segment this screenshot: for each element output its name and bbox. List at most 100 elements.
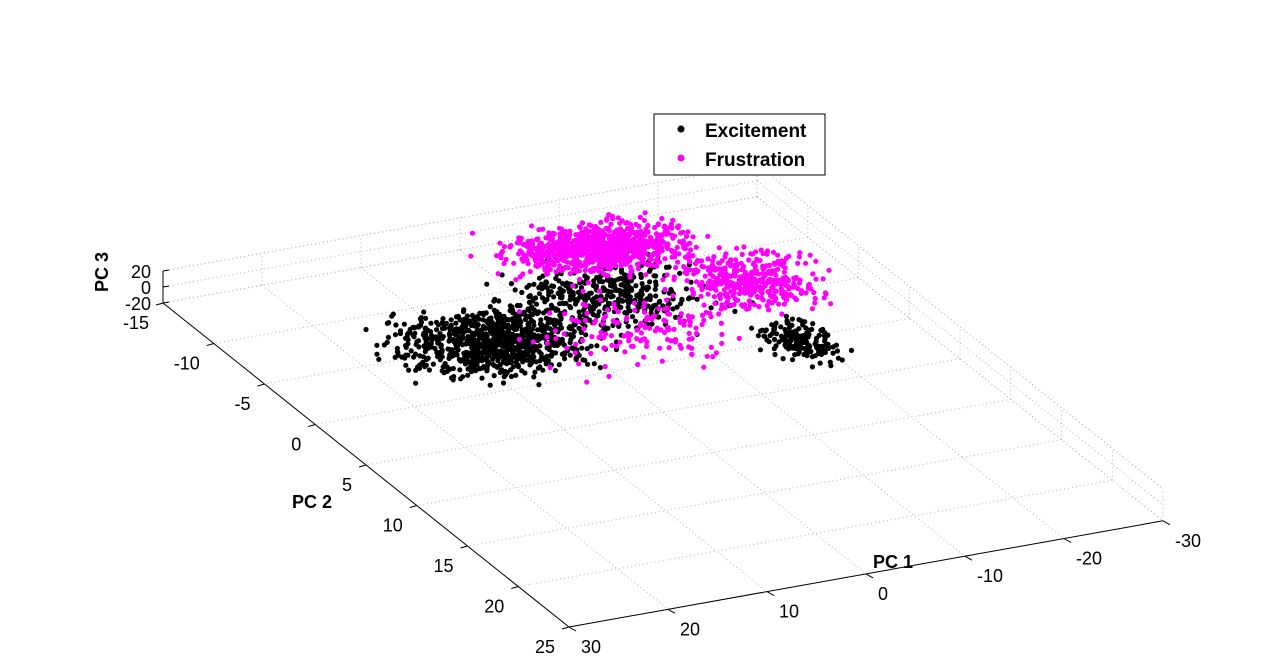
point-excitement (422, 344, 428, 350)
point-excitement (759, 327, 765, 333)
point-excitement (591, 361, 597, 367)
point-excitement (410, 332, 416, 338)
point-excitement (514, 326, 520, 332)
point-frustration (598, 329, 604, 335)
point-excitement (465, 350, 471, 356)
y-tick-mark (308, 424, 316, 427)
point-frustration (617, 249, 623, 255)
point-frustration (641, 300, 647, 306)
point-frustration (532, 252, 538, 258)
point-excitement (470, 343, 476, 349)
point-frustration (659, 248, 665, 254)
point-excitement (405, 341, 411, 347)
y-tick-mark (409, 505, 417, 508)
point-frustration (768, 271, 774, 277)
point-excitement (749, 325, 755, 331)
y-tick-mark (511, 586, 519, 589)
box-edge (756, 164, 1164, 490)
point-frustration (641, 217, 647, 223)
point-frustration (499, 248, 505, 255)
point-excitement (571, 329, 577, 335)
point-excitement (404, 331, 410, 338)
point-excitement (649, 305, 656, 311)
point-frustration (685, 229, 691, 235)
point-frustration (677, 319, 683, 325)
y-tick-label: 15 (433, 556, 453, 576)
point-frustration (757, 277, 763, 283)
point-frustration (576, 361, 582, 367)
point-excitement (457, 337, 463, 343)
point-frustration (623, 239, 629, 245)
point-frustration (611, 301, 617, 307)
legend-box (653, 113, 826, 176)
point-excitement (576, 325, 582, 331)
point-frustration (640, 251, 646, 257)
point-excitement (638, 271, 644, 277)
point-excitement (555, 290, 561, 296)
point-excitement (476, 316, 482, 322)
point-excitement (530, 346, 536, 353)
point-excitement (507, 308, 513, 314)
point-excitement (670, 306, 676, 312)
point-frustration (683, 233, 690, 239)
point-frustration (562, 264, 569, 270)
point-excitement (622, 293, 628, 299)
point-excitement (479, 350, 485, 356)
point-frustration (760, 251, 766, 257)
point-excitement (825, 344, 832, 350)
point-frustration (708, 266, 714, 272)
point-excitement (505, 324, 511, 330)
point-frustration (576, 276, 583, 282)
point-frustration (766, 298, 772, 304)
point-excitement (778, 324, 784, 330)
point-frustration (718, 306, 724, 312)
point-excitement (666, 264, 672, 270)
point-excitement (464, 338, 470, 344)
point-excitement (801, 351, 807, 358)
point-frustration (659, 358, 665, 364)
point-excitement (493, 336, 499, 342)
point-excitement (577, 313, 583, 319)
point-excitement (499, 272, 505, 278)
point-excitement (423, 315, 429, 321)
point-frustration (686, 344, 692, 350)
point-frustration (544, 340, 551, 346)
point-frustration (495, 271, 501, 277)
point-excitement (385, 334, 391, 340)
point-frustration (797, 277, 803, 283)
point-frustration (687, 259, 693, 265)
point-excitement (484, 318, 490, 324)
point-excitement (454, 341, 460, 347)
point-frustration (709, 258, 716, 264)
point-excitement (461, 307, 467, 313)
point-frustration (749, 275, 755, 281)
point-frustration (604, 217, 610, 223)
point-frustration (587, 267, 593, 273)
point-frustration (605, 266, 611, 272)
point-frustration (520, 241, 527, 247)
point-excitement (523, 349, 529, 355)
point-frustration (781, 301, 788, 307)
point-frustration (672, 339, 679, 345)
point-excitement (484, 351, 490, 358)
point-excitement (500, 328, 506, 334)
point-frustration (625, 248, 632, 254)
z-tick-label: 0 (141, 278, 151, 298)
point-excitement (443, 320, 449, 326)
point-excitement (582, 357, 588, 363)
point-excitement (421, 330, 427, 336)
point-frustration (699, 321, 705, 327)
point-excitement (771, 336, 778, 342)
point-frustration (612, 319, 618, 325)
point-excitement (536, 275, 543, 281)
point-frustration (746, 298, 752, 304)
point-frustration (822, 290, 829, 296)
point-frustration (766, 262, 773, 268)
point-excitement (440, 334, 446, 340)
point-frustration (678, 230, 684, 236)
point-frustration (710, 273, 716, 279)
point-frustration (594, 265, 600, 271)
point-excitement (449, 348, 455, 354)
point-frustration (628, 268, 634, 274)
point-frustration (659, 237, 665, 243)
